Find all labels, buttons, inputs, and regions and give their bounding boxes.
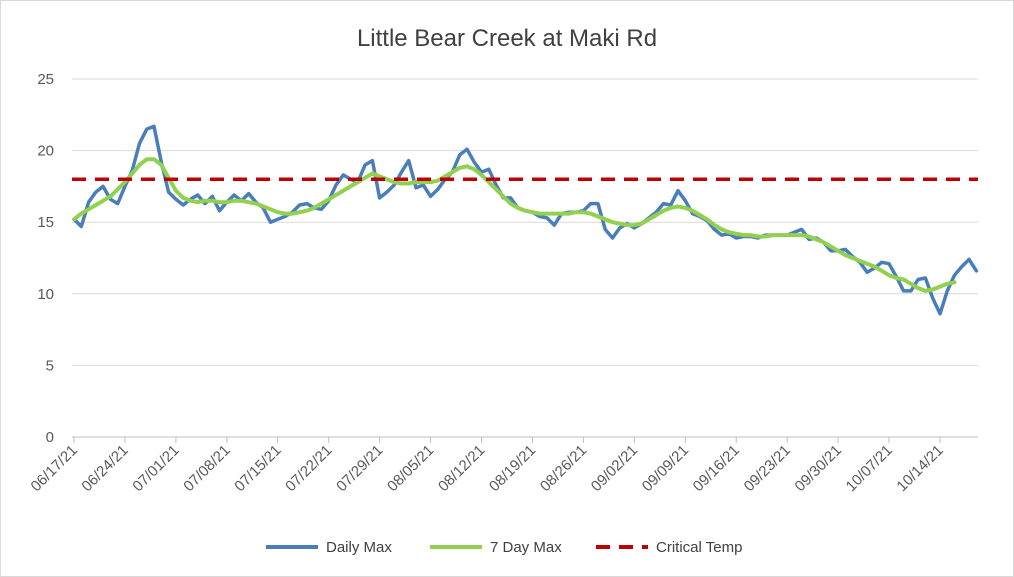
x-tick-label: 09/16/21 [690,442,743,495]
series-line-daily-max [72,124,979,316]
legend-label: Daily Max [326,539,392,556]
x-tick-label: 08/26/21 [537,442,590,495]
x-tick-label: 07/22/21 [282,442,335,495]
x-tick-label: 08/05/21 [384,442,437,495]
legend-label: Critical Temp [656,539,742,556]
x-tick-label: 08/19/21 [486,442,539,495]
x-tick-label: 09/23/21 [741,442,794,495]
series-line-7-day-max [72,157,957,293]
x-tick-label: 07/08/21 [180,442,233,495]
x-tick-label: 06/24/21 [78,442,131,495]
x-tick-label: 07/01/21 [129,442,182,495]
x-tick-label: 10/07/21 [843,442,896,495]
legend-label: 7 Day Max [490,539,562,556]
series-group [72,124,979,316]
y-tick-label: 10 [37,286,54,303]
y-tick-label: 15 [37,214,54,231]
legend: Daily Max 7 Day Max Critical Temp [266,539,742,556]
x-tick-label: 07/29/21 [333,442,386,495]
y-tick-label: 0 [46,429,54,446]
y-axis-ticks: 0 5 10 15 20 25 [37,71,54,446]
y-tick-label: 25 [37,71,54,88]
x-tick-label: 09/30/21 [792,442,845,495]
y-tick-label: 5 [46,357,54,374]
x-axis: 06/17/2106/24/2107/01/2107/08/2107/15/21… [28,437,947,495]
x-tick-label: 06/17/21 [28,442,81,495]
gridlines [72,78,978,438]
x-tick-label: 09/09/21 [639,442,692,495]
chart-title: Little Bear Creek at Maki Rd [357,25,657,52]
x-tick-label: 07/15/21 [231,442,284,495]
x-tick-label: 08/12/21 [435,442,488,495]
x-tick-label: 09/02/21 [588,442,641,495]
x-tick-label: 10/14/21 [893,442,946,495]
y-tick-label: 20 [37,143,54,160]
